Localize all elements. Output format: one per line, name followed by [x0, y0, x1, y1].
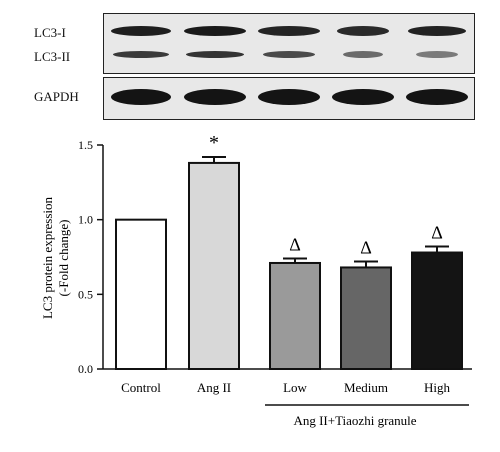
blot-label-lc3-ii: LC3-II [34, 49, 71, 64]
blot-label-gapdh: GAPDH [34, 89, 79, 104]
significance-marker: Δ [289, 234, 301, 254]
blot-panel-gapdh [103, 77, 475, 120]
group-label: Ang II+Tiaozhi granule [293, 413, 416, 428]
blot-band [416, 51, 458, 58]
blot-label-lc3-i: LC3-I [34, 25, 66, 40]
x-tick-label: Control [121, 380, 161, 395]
y-tick-label: 0.0 [78, 362, 93, 376]
y-tick-label: 0.5 [78, 287, 93, 301]
x-tick-label: High [424, 380, 451, 395]
bar-high [411, 251, 463, 371]
blot-band [337, 26, 389, 36]
blot-band [186, 51, 244, 58]
x-tick-label: Ang II [197, 380, 231, 395]
blot-band [111, 26, 171, 36]
blot-band [184, 26, 246, 36]
bar-low [269, 261, 321, 370]
blot-band [184, 89, 246, 105]
blot-band [111, 89, 171, 105]
x-tick-label: Medium [344, 380, 388, 395]
x-tick-label: Low [283, 380, 307, 395]
blot-band [343, 51, 383, 58]
bar-medium [340, 266, 392, 371]
blot-band [406, 89, 468, 105]
blot-band [258, 26, 320, 36]
blot-band [263, 51, 315, 58]
y-axis-label-line1: LC3 protein expression [40, 196, 55, 319]
y-tick-label: 1.5 [78, 138, 93, 152]
bar-control [115, 218, 167, 370]
significance-marker: * [209, 132, 219, 154]
significance-marker: Δ [431, 223, 443, 243]
blot-band [408, 26, 466, 36]
blot-band [332, 89, 394, 105]
significance-marker: Δ [360, 237, 372, 257]
y-tick-label: 1.0 [78, 213, 93, 227]
chart-labels: Control * Ang II Δ Low Δ Medium Δ High [121, 132, 450, 395]
bar-ang-ii [188, 161, 240, 370]
blot-band [258, 89, 320, 105]
blot-band [113, 51, 169, 58]
blot-panel-lc3 [103, 13, 475, 74]
chart-bars [115, 155, 463, 371]
y-axis-label-line2: (-Fold change) [56, 220, 71, 297]
